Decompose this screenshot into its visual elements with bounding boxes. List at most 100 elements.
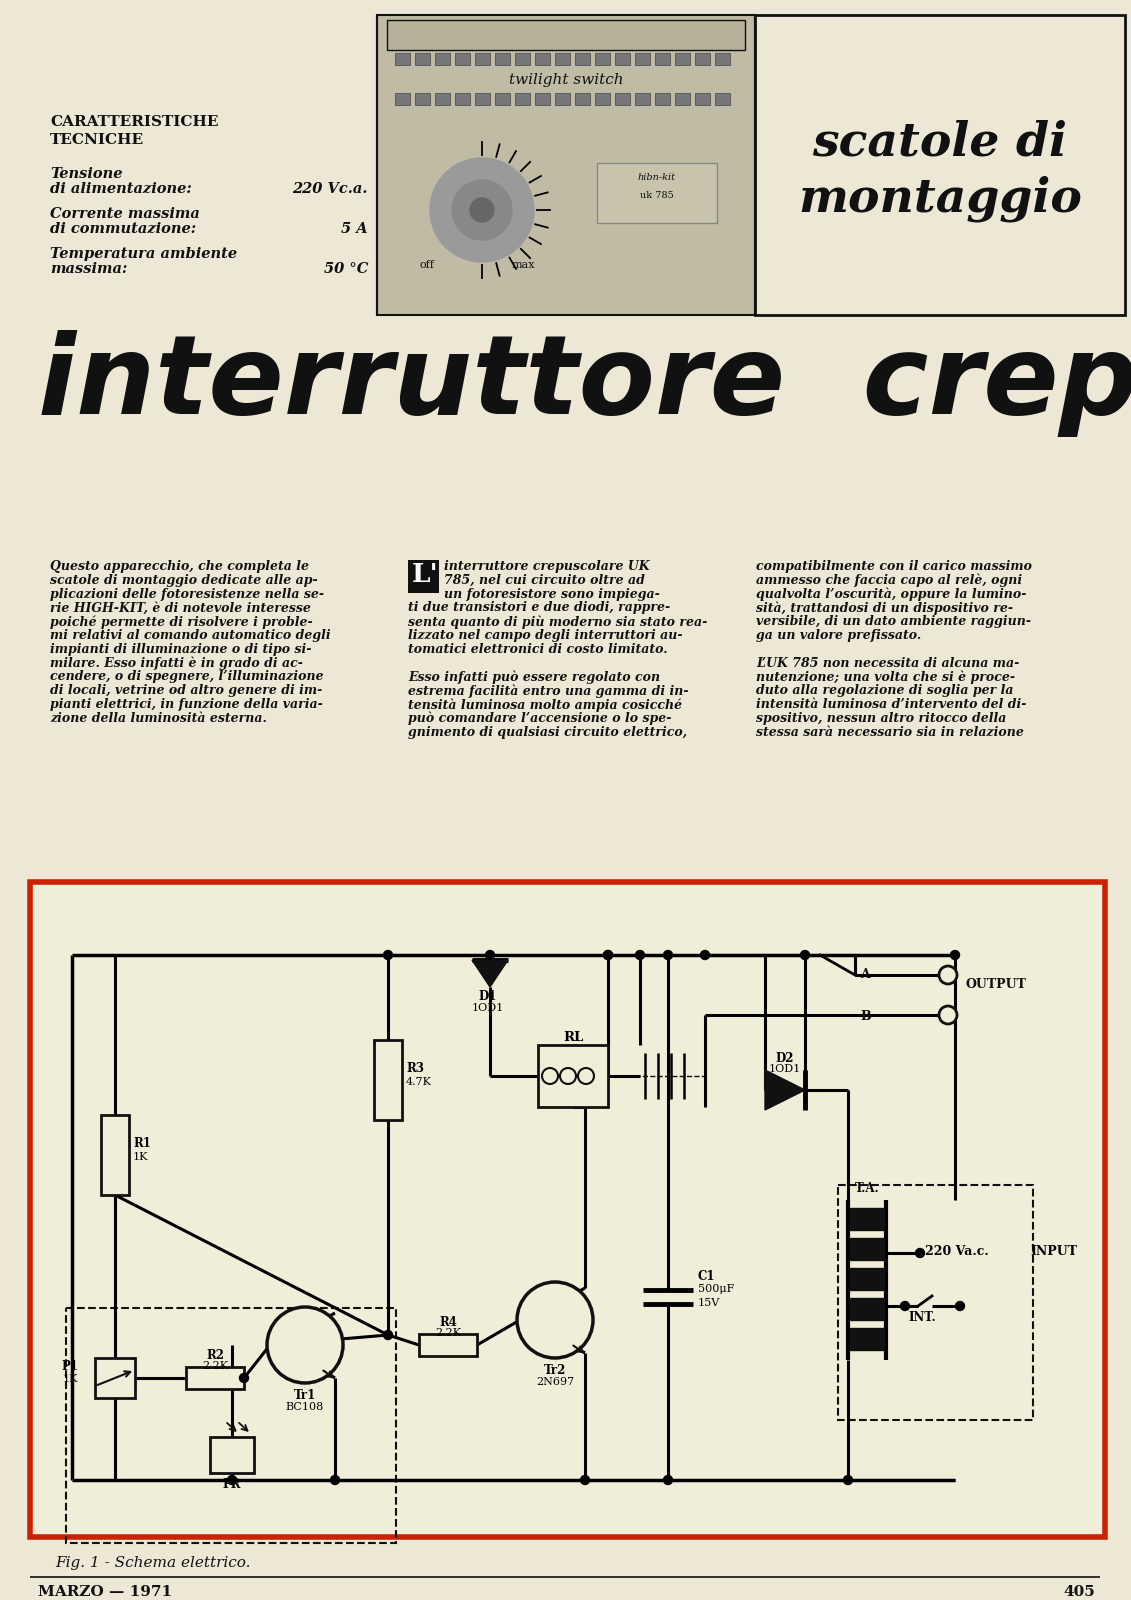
Circle shape bbox=[664, 1475, 673, 1485]
Bar bbox=[455, 93, 470, 106]
Text: TECNICHE: TECNICHE bbox=[50, 133, 144, 147]
Text: Temperatura ambiente: Temperatura ambiente bbox=[50, 246, 238, 261]
Text: R4: R4 bbox=[439, 1315, 457, 1330]
Bar bbox=[495, 93, 510, 106]
Text: di locali, vetrine od altro genere di im-: di locali, vetrine od altro genere di im… bbox=[50, 685, 322, 698]
Bar bbox=[408, 560, 439, 594]
Bar bbox=[715, 93, 729, 106]
Text: tomatici elettronici di costo limitato.: tomatici elettronici di costo limitato. bbox=[408, 643, 667, 656]
Text: Esso infatti può essere regolato con: Esso infatti può essere regolato con bbox=[408, 670, 661, 683]
Circle shape bbox=[900, 1301, 909, 1310]
Bar bbox=[595, 53, 610, 66]
Text: scatole di: scatole di bbox=[812, 120, 1068, 166]
Circle shape bbox=[700, 950, 709, 960]
Text: di alimentazione:: di alimentazione: bbox=[50, 182, 192, 195]
Text: impianti di illuminazione o di tipo si-: impianti di illuminazione o di tipo si- bbox=[50, 643, 311, 656]
Text: 1OD1: 1OD1 bbox=[769, 1064, 801, 1074]
Text: PR: PR bbox=[223, 1478, 241, 1491]
Bar bbox=[715, 53, 729, 66]
Bar bbox=[696, 93, 710, 106]
Text: BC108: BC108 bbox=[286, 1402, 325, 1411]
Bar bbox=[538, 1045, 608, 1107]
Text: massima:: massima: bbox=[50, 262, 128, 275]
Bar bbox=[575, 93, 590, 106]
Bar bbox=[851, 1298, 884, 1320]
Text: di commutazione:: di commutazione: bbox=[50, 222, 196, 235]
Circle shape bbox=[604, 950, 613, 960]
Text: R3: R3 bbox=[406, 1062, 424, 1075]
Text: MARZO — 1971: MARZO — 1971 bbox=[38, 1586, 172, 1598]
Text: A: A bbox=[860, 968, 870, 981]
Text: 2N697: 2N697 bbox=[536, 1378, 575, 1387]
Text: interruttore  crepuscolare: interruttore crepuscolare bbox=[38, 330, 1131, 437]
Bar bbox=[851, 1267, 884, 1290]
Bar bbox=[675, 53, 690, 66]
Text: poiché permette di risolvere i proble-: poiché permette di risolvere i proble- bbox=[50, 616, 313, 629]
Bar bbox=[515, 93, 530, 106]
Text: max: max bbox=[512, 259, 535, 270]
Text: un fotoresistore sono impiega-: un fotoresistore sono impiega- bbox=[444, 587, 659, 600]
Text: scatole di montaggio dedicate alle ap-: scatole di montaggio dedicate alle ap- bbox=[50, 574, 318, 587]
Bar bbox=[435, 93, 450, 106]
Text: 1K: 1K bbox=[62, 1374, 78, 1384]
Circle shape bbox=[950, 950, 959, 960]
Text: INPUT: INPUT bbox=[1030, 1245, 1077, 1258]
Text: CARATTERISTICHE: CARATTERISTICHE bbox=[50, 115, 218, 130]
Text: 50 °C: 50 °C bbox=[323, 262, 368, 275]
Text: sità, trattandosi di un dispositivo re-: sità, trattandosi di un dispositivo re- bbox=[756, 602, 1013, 614]
Circle shape bbox=[452, 179, 512, 240]
Bar bbox=[475, 93, 490, 106]
Text: compatibilmente con il carico massimo: compatibilmente con il carico massimo bbox=[756, 560, 1031, 573]
Bar bbox=[555, 53, 570, 66]
Bar bbox=[66, 1309, 396, 1542]
Text: nutenzione; una volta che si è proce-: nutenzione; una volta che si è proce- bbox=[756, 670, 1016, 683]
Bar bbox=[387, 19, 745, 50]
Circle shape bbox=[801, 950, 810, 960]
Bar bbox=[31, 882, 1105, 1538]
Bar bbox=[210, 1437, 254, 1474]
Text: 220 Vc.a.: 220 Vc.a. bbox=[293, 182, 368, 195]
Circle shape bbox=[939, 1006, 957, 1024]
Text: ammesso che faccia capo al relè, ogni: ammesso che faccia capo al relè, ogni bbox=[756, 574, 1022, 587]
Text: 1OD1: 1OD1 bbox=[472, 1003, 504, 1013]
Circle shape bbox=[383, 1331, 392, 1339]
Bar bbox=[475, 53, 490, 66]
Text: estrema facilità entro una gamma di in-: estrema facilità entro una gamma di in- bbox=[408, 685, 689, 698]
Text: milare. Esso infatti è in grado di ac-: milare. Esso infatti è in grado di ac- bbox=[50, 656, 303, 670]
Text: ti due transistori e due diodi, rappre-: ti due transistori e due diodi, rappre- bbox=[408, 602, 671, 614]
Text: off: off bbox=[420, 259, 435, 270]
Bar bbox=[435, 53, 450, 66]
Circle shape bbox=[330, 1475, 339, 1485]
Circle shape bbox=[956, 1301, 965, 1310]
Circle shape bbox=[542, 1069, 558, 1085]
Text: D2: D2 bbox=[776, 1053, 794, 1066]
Bar bbox=[374, 1040, 402, 1120]
Bar bbox=[455, 53, 470, 66]
Bar bbox=[838, 1186, 1033, 1421]
Circle shape bbox=[915, 1248, 924, 1258]
Bar bbox=[415, 53, 430, 66]
Bar bbox=[655, 53, 670, 66]
Bar bbox=[615, 93, 630, 106]
Circle shape bbox=[240, 1373, 249, 1382]
Text: hibn-kit: hibn-kit bbox=[638, 173, 676, 182]
Text: rie HIGH-KIT, è di notevole interesse: rie HIGH-KIT, è di notevole interesse bbox=[50, 602, 311, 614]
Text: 405: 405 bbox=[1063, 1586, 1095, 1598]
Bar bbox=[675, 93, 690, 106]
Text: 5 A: 5 A bbox=[342, 222, 368, 235]
Bar bbox=[851, 1238, 884, 1261]
Text: D1: D1 bbox=[478, 990, 498, 1003]
Text: spositivo, nessun altro ritocco della: spositivo, nessun altro ritocco della bbox=[756, 712, 1007, 725]
Text: Tr1: Tr1 bbox=[294, 1389, 317, 1402]
Text: tensità luminosa molto ampia cosicché: tensità luminosa molto ampia cosicché bbox=[408, 698, 682, 712]
Circle shape bbox=[485, 950, 494, 960]
Text: R2: R2 bbox=[206, 1349, 224, 1362]
Bar bbox=[495, 53, 510, 66]
Text: 785, nel cui circuito oltre ad: 785, nel cui circuito oltre ad bbox=[444, 574, 645, 587]
Circle shape bbox=[383, 950, 392, 960]
Circle shape bbox=[430, 158, 534, 262]
Text: qualvolta l’oscurità, oppure la lumino-: qualvolta l’oscurità, oppure la lumino- bbox=[756, 587, 1027, 602]
Circle shape bbox=[560, 1069, 576, 1085]
Circle shape bbox=[227, 1475, 236, 1485]
Text: RL: RL bbox=[563, 1030, 584, 1043]
